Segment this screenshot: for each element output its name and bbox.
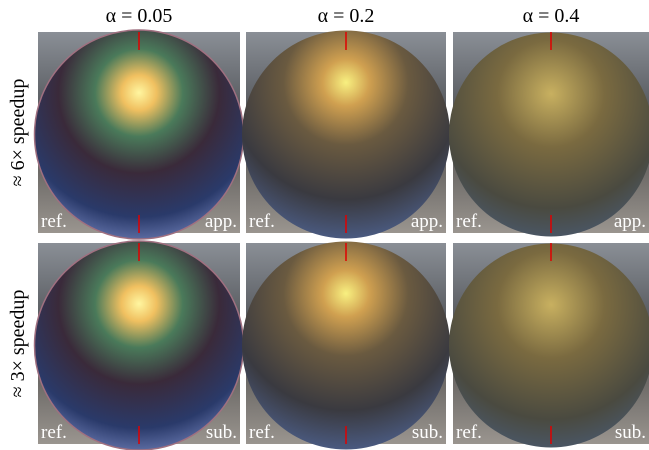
sphere [242, 30, 450, 239]
reference-label: ref. [41, 211, 67, 232]
method-label: sub. [615, 422, 646, 443]
reference-label: ref. [249, 422, 275, 443]
method-label: sub. [206, 422, 237, 443]
row-label: ≈ 6× speedup [7, 79, 29, 187]
column-header: α = 0.4 [523, 5, 580, 27]
sphere [242, 241, 450, 450]
sphere [33, 240, 245, 450]
column-header: α = 0.05 [106, 5, 173, 27]
method-label: app. [411, 211, 443, 232]
column-header: α = 0.2 [318, 5, 375, 27]
sphere [33, 29, 245, 240]
sphere [449, 32, 649, 237]
reference-label: ref. [249, 211, 275, 232]
reference-label: ref. [41, 422, 67, 443]
method-label: app. [205, 211, 237, 232]
sphere [449, 243, 649, 448]
row-label: ≈ 3× speedup [7, 290, 29, 398]
method-label: app. [614, 211, 646, 232]
reference-label: ref. [456, 422, 482, 443]
method-label: sub. [412, 422, 443, 443]
reference-label: ref. [456, 211, 482, 232]
